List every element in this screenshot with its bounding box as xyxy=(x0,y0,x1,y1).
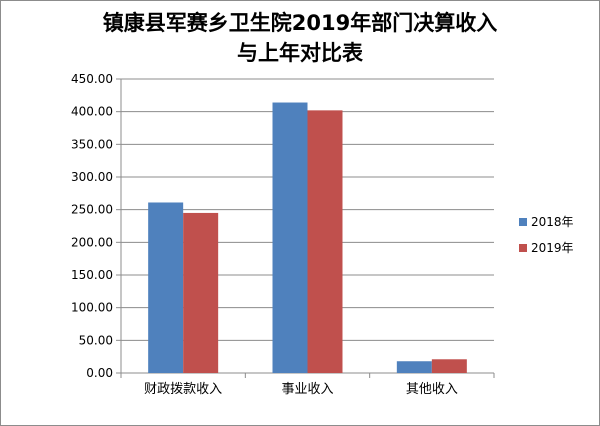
y-tick-label: 0.00 xyxy=(86,366,113,380)
bar xyxy=(272,102,308,374)
bar xyxy=(148,202,184,373)
y-tick-label: 400.00 xyxy=(71,105,113,119)
chart-title-line-2: 与上年对比表 xyxy=(237,41,363,65)
x-category-label: 其他收入 xyxy=(406,382,458,397)
legend-swatch xyxy=(519,244,527,252)
x-category-label: 财政拨款收入 xyxy=(144,382,222,397)
bar xyxy=(431,359,467,373)
y-tick-label: 250.00 xyxy=(71,203,113,217)
x-category-label: 事业收入 xyxy=(281,382,333,397)
y-tick-label: 50.00 xyxy=(79,333,113,347)
bar xyxy=(396,361,432,373)
bar xyxy=(183,212,219,373)
chart-title: 镇康县军赛乡卫生院2019年部门决算收入 与上年对比表 xyxy=(0,8,600,68)
y-tick-label: 350.00 xyxy=(71,137,113,151)
y-tick-label: 200.00 xyxy=(71,235,113,249)
y-tick-label: 100.00 xyxy=(71,301,113,315)
legend-label: 2019年 xyxy=(531,241,574,255)
chart-title-line-1: 镇康县军赛乡卫生院2019年部门决算收入 xyxy=(102,11,498,35)
y-tick-label: 300.00 xyxy=(71,170,113,184)
y-tick-label: 150.00 xyxy=(71,268,113,282)
bar xyxy=(307,110,343,374)
legend-label: 2018年 xyxy=(531,215,574,229)
legend-swatch xyxy=(519,218,527,226)
y-tick-label: 450.00 xyxy=(71,72,113,86)
